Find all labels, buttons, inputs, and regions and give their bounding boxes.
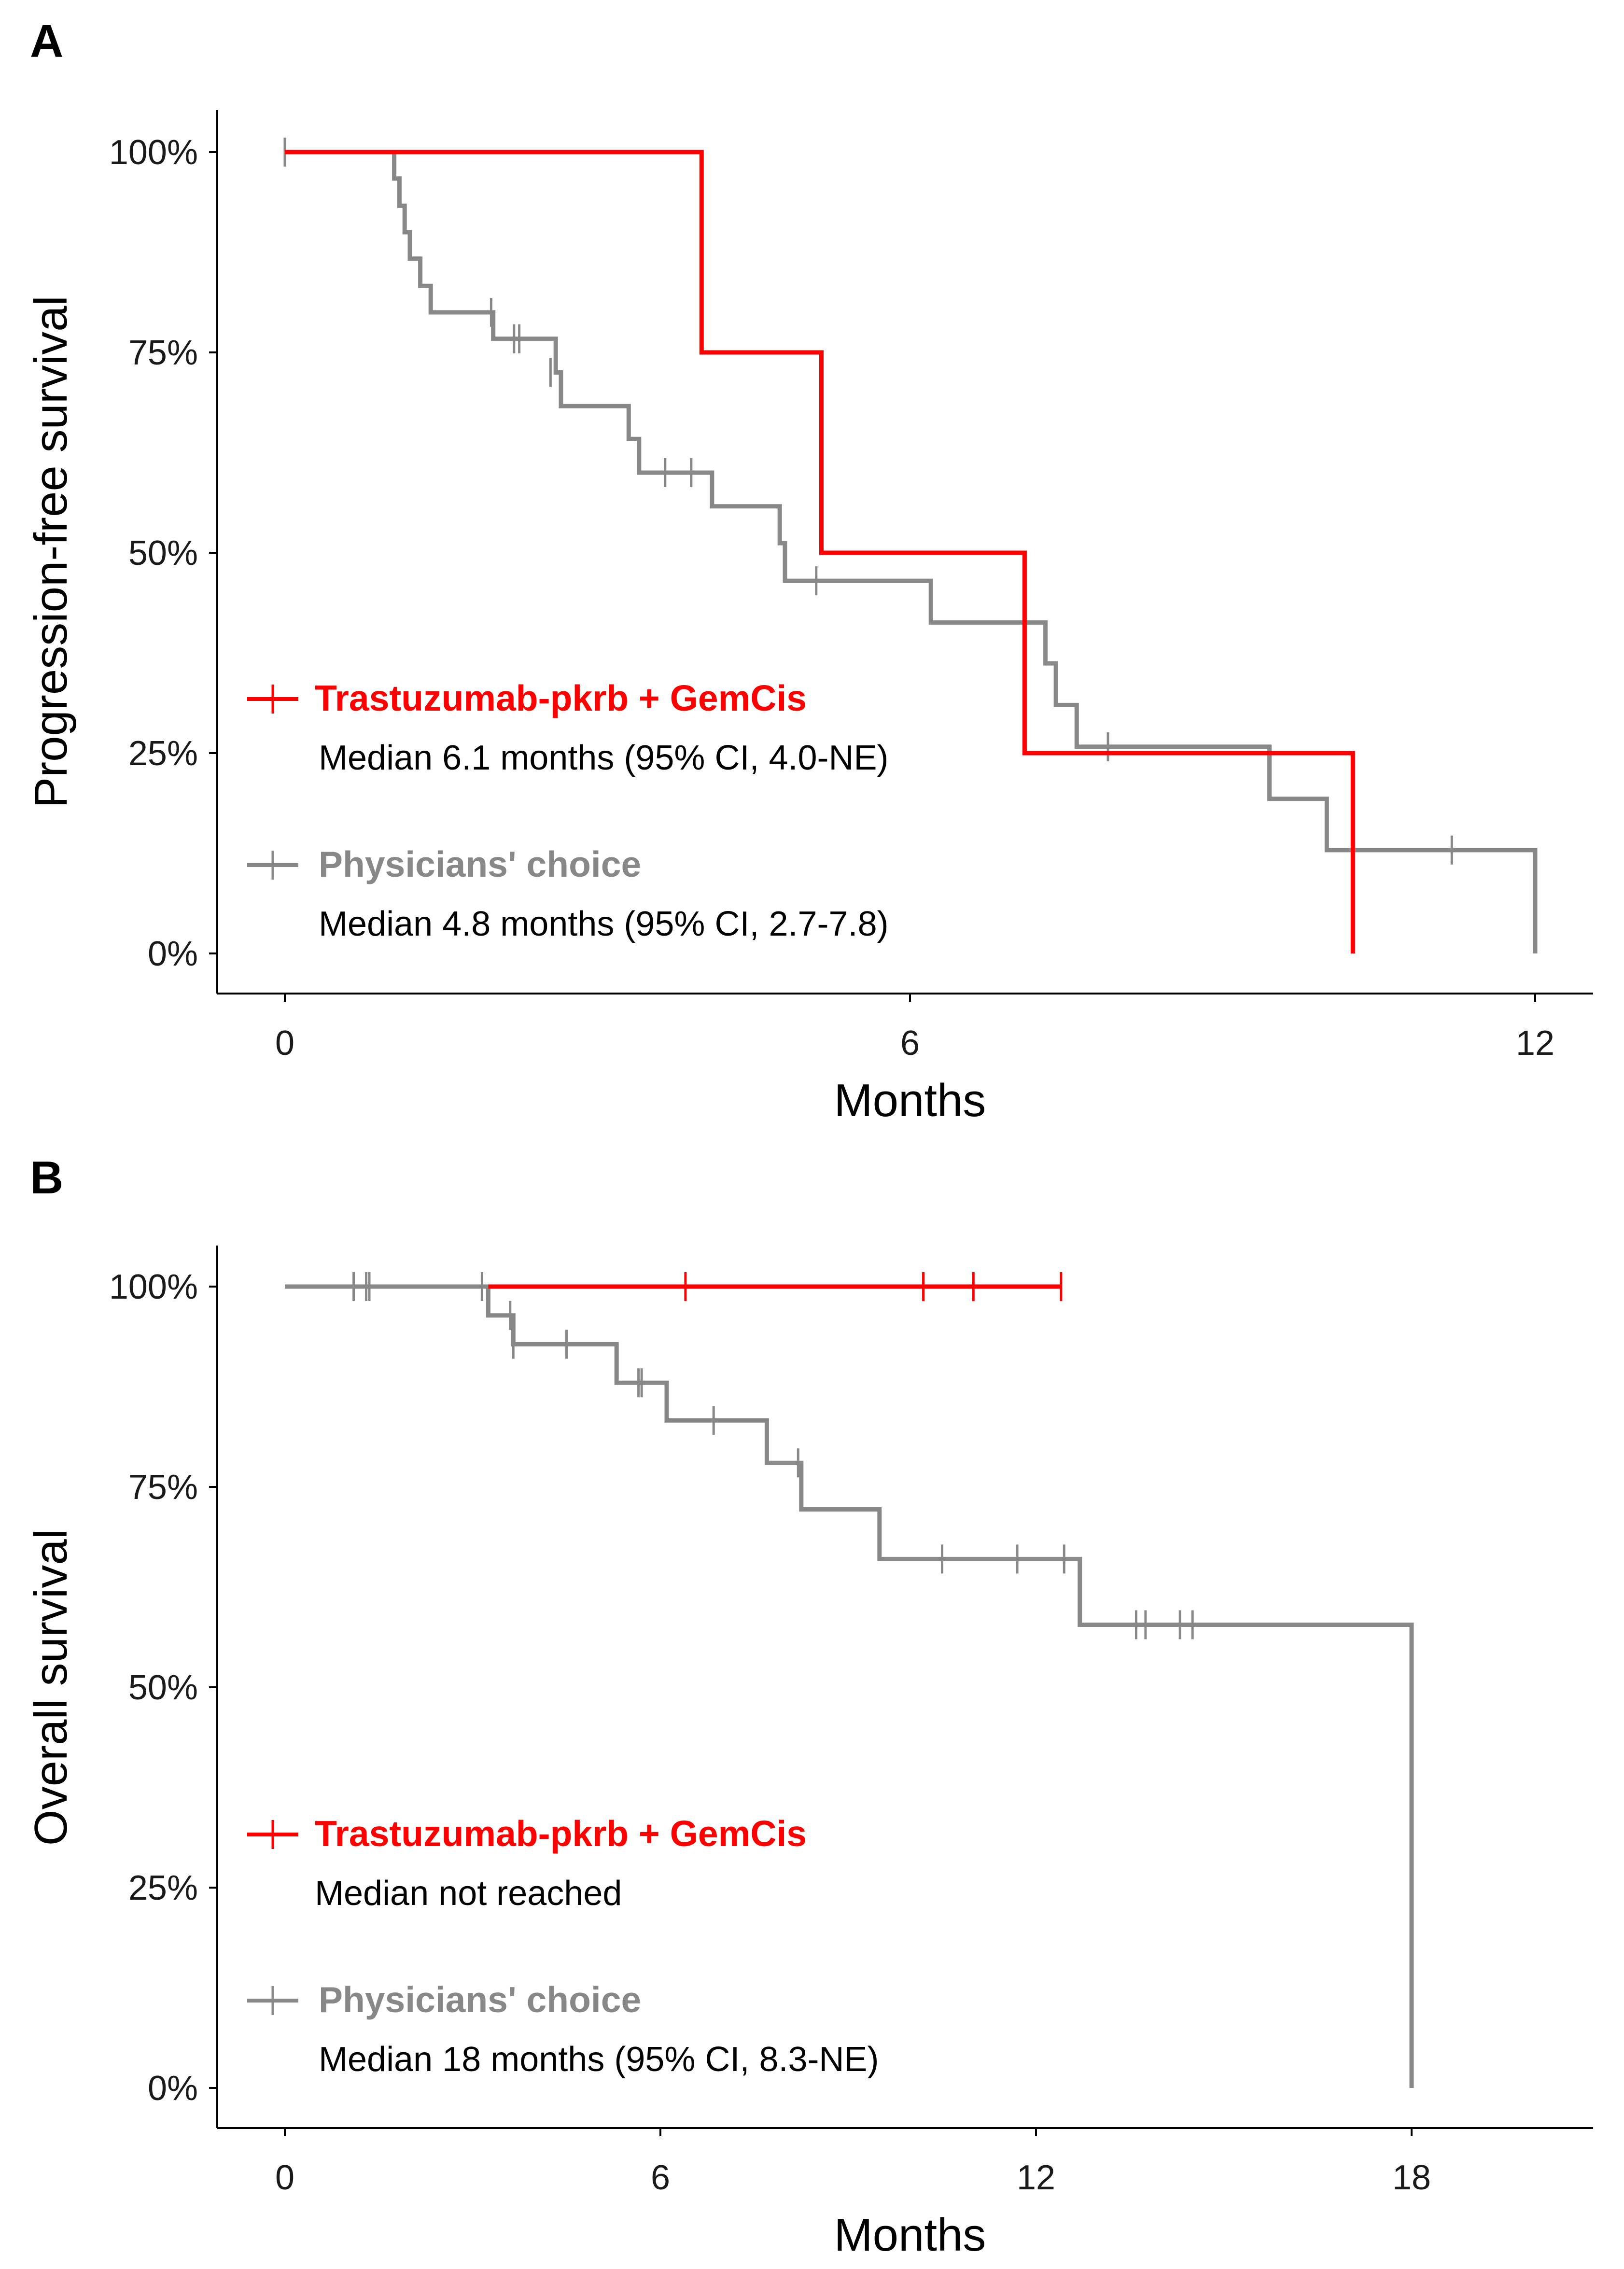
panel-b-legend-control-median: Median 18 months (95% CI, 8.3-NE) — [319, 2040, 879, 2079]
panel-a-treatment-curve — [285, 150, 1355, 953]
panel-a-ytick-label-25: 25% — [128, 734, 198, 773]
panel-b-xtick-label-0: 0 — [275, 2158, 294, 2197]
panel-a-legend-control-label: Physicians' choice — [319, 844, 641, 884]
panel-b-y-ticks: 0% 25% 50% 75% 100% — [109, 1268, 217, 2108]
panel-b-control-curve — [285, 1284, 1414, 2088]
panel-b-legend-treatment-label: Trastuzumab-pkrb + GemCis — [315, 1813, 807, 1854]
panel-b-letter: B — [30, 1152, 63, 1204]
panel-a-control-curve — [285, 150, 1538, 953]
panel-a-ytick-label-50: 50% — [128, 534, 198, 573]
panel-b-ytick-label-50: 50% — [128, 1668, 198, 1707]
panel-b-xtick-label-12: 12 — [1017, 2158, 1055, 2197]
panel-a-x-title: Months — [834, 1075, 986, 1126]
panel-a-y-title: Progression-free survival — [25, 295, 77, 808]
panel-a-xtick-label-12: 12 — [1516, 1024, 1554, 1063]
panel-a-legend-treatment-label: Trastuzumab-pkrb + GemCis — [315, 678, 807, 718]
panel-b-ytick-label-100: 100% — [109, 1268, 198, 1306]
panel-b-y-title: Overall survival — [25, 1529, 77, 1846]
panel-b: B 0% 25% 50% 75% 100% 0 6 12 18 Months O… — [25, 1152, 1593, 2261]
panel-a-y-ticks: 0% 25% 50% 75% 100% — [109, 133, 217, 973]
panel-b-xtick-label-6: 6 — [651, 2158, 670, 2197]
panel-a-legend-treatment-median: Median 6.1 months (95% CI, 4.0-NE) — [319, 739, 889, 777]
panel-a-curves — [283, 138, 1538, 953]
panel-a-ytick-label-100: 100% — [109, 133, 198, 172]
panel-b-ytick-label-75: 75% — [128, 1468, 198, 1507]
panel-a-x-ticks: 0 6 12 — [275, 994, 1554, 1063]
panel-b-curves — [285, 1272, 1414, 2088]
panel-b-legend: Trastuzumab-pkrb + GemCis Median not rea… — [247, 1813, 879, 2079]
panel-a-xtick-label-6: 6 — [900, 1024, 920, 1063]
panel-b-x-title: Months — [834, 2209, 986, 2261]
panel-a-letter: A — [30, 15, 63, 67]
panel-b-x-ticks: 0 6 12 18 — [275, 2128, 1431, 2197]
panel-b-xtick-label-18: 18 — [1392, 2158, 1431, 2197]
panel-b-legend-control-label: Physicians' choice — [319, 1979, 641, 2020]
panel-b-ytick-label-25: 25% — [128, 1869, 198, 1907]
panel-b-ytick-label-0: 0% — [148, 2069, 198, 2108]
panel-a-legend-control-median: Median 4.8 months (95% CI, 2.7-7.8) — [319, 905, 889, 943]
panel-a-xtick-label-0: 0 — [275, 1024, 294, 1063]
panel-a-legend: Trastuzumab-pkrb + GemCis Median 6.1 mon… — [247, 678, 889, 943]
panel-b-legend-treatment-median: Median not reached — [315, 1874, 622, 1913]
panel-a-ytick-label-0: 0% — [148, 935, 198, 973]
panel-a-ytick-label-75: 75% — [128, 334, 198, 372]
panel-a: A 0% 25% 50% 75% 100% 0 6 12 Months Prog… — [25, 15, 1593, 1126]
